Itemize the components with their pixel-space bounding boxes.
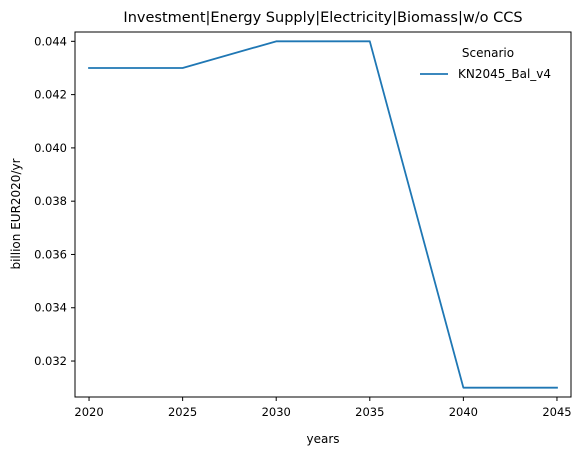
x-tick-label: 2020 [74,405,103,419]
y-tick-label: 0.042 [34,88,67,102]
x-tick-label: 2030 [262,405,291,419]
legend: Scenario KN2045_Bal_v4 [420,46,551,81]
legend-series-label: KN2045_Bal_v4 [458,67,551,81]
series-layer [88,40,558,389]
y-tick-label: 0.034 [34,301,67,315]
plot-area [74,31,572,398]
series-line-0 [88,40,558,389]
x-axis-label: years [306,432,339,446]
x-tick-label: 2035 [355,405,384,419]
x-axis: 2020 2025 2030 2035 2040 2045 [74,397,572,419]
y-tick-label: 0.036 [34,247,67,261]
y-tick-label: 0.044 [34,34,67,48]
y-axis: 0.032 0.034 0.036 0.038 0.040 0.042 0.044 [34,34,75,368]
y-tick-label: 0.040 [34,141,67,155]
chart-title: Investment|Energy Supply|Electricity|Bio… [123,10,522,26]
y-axis-label: billion EUR2020/yr [9,158,23,269]
legend-title: Scenario [462,46,514,60]
x-tick-label: 2040 [449,405,478,419]
y-tick-label: 0.032 [34,354,67,368]
x-tick-label: 2025 [168,405,197,419]
x-tick-label: 2045 [542,405,571,419]
y-tick-label: 0.038 [34,194,67,208]
